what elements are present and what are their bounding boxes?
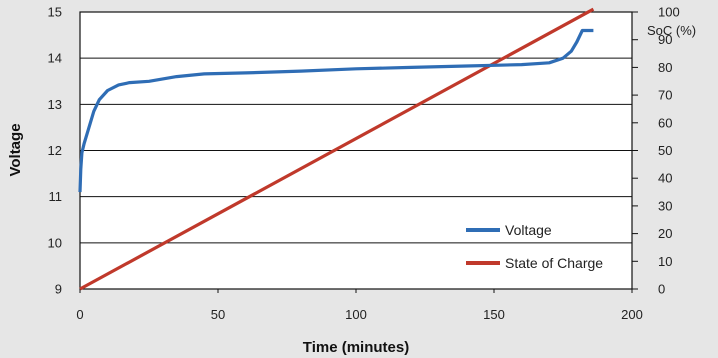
y2-axis-title: SoC (%) [647, 23, 696, 38]
tick-labels: 0 50 100 150 2009101112131415010203040506070… [48, 5, 680, 323]
y-tick-label: 14 [48, 51, 62, 66]
y2-tick-label: 100 [658, 5, 680, 20]
y2-tick-label: 0 [658, 282, 665, 297]
legend-label-soc: State of Charge [505, 255, 603, 271]
y2-tick-label: 60 [658, 115, 672, 130]
gridlines [80, 57, 632, 244]
x-tick-label: 0 [76, 307, 83, 322]
series-layer [78, 7, 595, 291]
legend-label-voltage: Voltage [505, 222, 552, 238]
y-tick-label: 10 [48, 235, 62, 250]
y-tick-label: 9 [55, 282, 62, 297]
y-tick-label: 15 [48, 5, 62, 20]
y2-tick-label: 50 [658, 143, 672, 158]
y2-tick-label: 30 [658, 198, 672, 213]
series-line-state-of-charge [79, 7, 595, 291]
series-line-voltage [78, 28, 594, 193]
y2-tick-label: 20 [658, 226, 672, 241]
y2-tick-label: 80 [658, 60, 672, 75]
y2-tick-label: 90 [658, 32, 672, 47]
y2-tick-label: 70 [658, 88, 672, 103]
x-tick-label: 150 [483, 307, 505, 322]
x-tick-label: 50 [211, 307, 225, 322]
plot-frame [79, 11, 638, 293]
y-tick-label: 11 [49, 189, 63, 204]
y-tick-label: 13 [48, 97, 62, 112]
x-tick-label: 200 [621, 307, 643, 322]
y-axis-title: Voltage [7, 123, 24, 176]
y2-tick-label: 10 [658, 254, 672, 269]
y-tick-label: 12 [48, 143, 62, 158]
y2-tick-label: 40 [658, 171, 672, 186]
x-axis-title: Time (minutes) [303, 339, 409, 356]
x-tick-label: 100 [345, 307, 367, 322]
legend: Voltage State of Charge [466, 222, 603, 271]
